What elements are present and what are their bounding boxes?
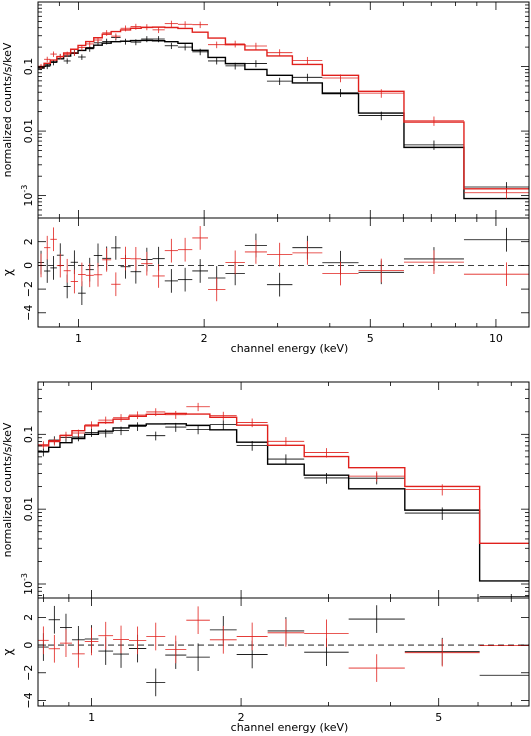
spectrum-data-detector_a xyxy=(38,420,529,597)
residual-y-tick-label: 2 xyxy=(22,238,35,245)
chart-panel-lower: 1 2 5 0.1 0.01 10-3 normalized counts/s/keV −4 −… xyxy=(1,381,530,734)
y-tick-label: 10-3 xyxy=(20,573,35,595)
residual-y-axis-label: χ xyxy=(1,648,15,655)
residual-data-detector_b xyxy=(38,226,529,302)
y-tick-label: 0.01 xyxy=(22,497,35,522)
plot-area xyxy=(38,20,529,306)
residual-data-detector_a xyxy=(38,605,529,697)
spectrum-data-detector_a xyxy=(38,34,529,193)
residual-frame xyxy=(37,597,530,707)
model-line-detector_b xyxy=(38,26,529,190)
spectrum-y-axis-label: normalized counts/s/keV xyxy=(1,42,14,177)
model-line-detector_a xyxy=(38,423,529,582)
x-tick-label: 10 xyxy=(489,332,503,345)
residual-y-tick-label: −2 xyxy=(22,281,35,297)
residual-y-tick-label: −2 xyxy=(22,665,35,681)
y-tick-label: 10-3 xyxy=(20,185,35,207)
chart-panel-upper: 1 2 5 10 0.1 0.01 10-3 normalized counts/s/keV −… xyxy=(1,1,530,355)
x-tick-label: 1 xyxy=(75,332,82,345)
model-line-detector_a xyxy=(38,39,529,200)
residual-frame xyxy=(37,217,530,328)
x-tick-label: 1 xyxy=(88,711,95,724)
spectrum-data-detector_b xyxy=(38,402,529,544)
residual-y-axis-label: χ xyxy=(1,269,15,276)
x-tick-label: 5 xyxy=(367,332,374,345)
spectrum-y-axis-label: normalized counts/s/keV xyxy=(1,422,14,557)
y-tick-label: 0.01 xyxy=(22,119,35,144)
x-tick-label: 2 xyxy=(201,332,208,345)
residual-y-tick-label: −4 xyxy=(22,305,35,321)
model-line-detector_b xyxy=(38,412,529,544)
residual-data-detector_b xyxy=(38,606,529,682)
x-axis-label: channel energy (keV) xyxy=(231,721,349,734)
residual-y-tick-label: 2 xyxy=(22,614,35,621)
y-tick-label: 0.1 xyxy=(22,58,35,76)
x-axis-label: channel energy (keV) xyxy=(231,342,349,355)
y-tick-label: 0.1 xyxy=(22,426,35,444)
x-tick-label: 5 xyxy=(435,711,442,724)
x-tick-label: 2 xyxy=(238,711,245,724)
plot-area xyxy=(38,402,529,697)
residual-y-tick-label: 0 xyxy=(22,262,35,269)
residual-y-tick-label: −4 xyxy=(22,692,35,708)
spectrum-data-detector_b xyxy=(38,20,529,199)
spectrum-frame xyxy=(37,381,530,599)
residual-data-detector_a xyxy=(38,227,529,306)
residual-y-tick-label: 0 xyxy=(22,642,35,649)
